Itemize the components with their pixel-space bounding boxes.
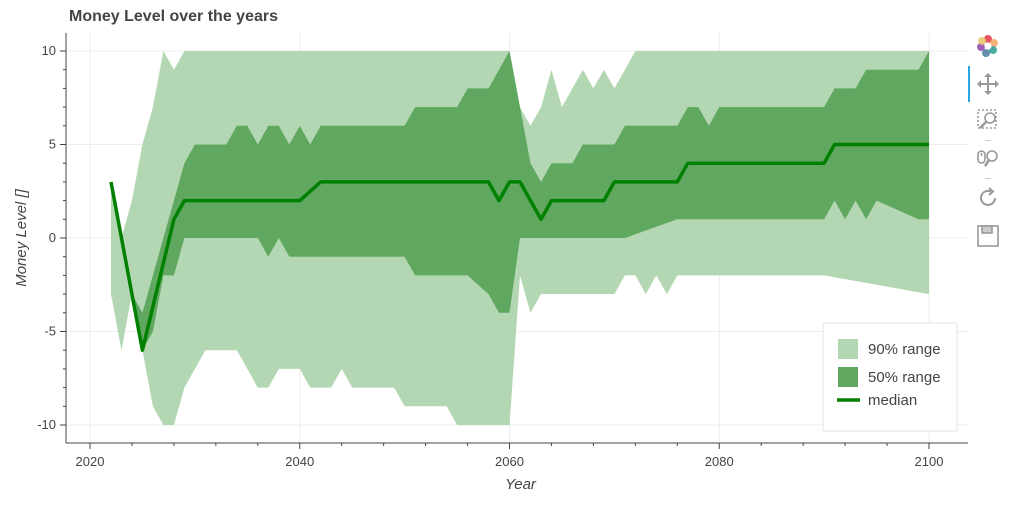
y-tick-label: -10 xyxy=(37,417,56,432)
x-tick-label: 2080 xyxy=(705,454,734,469)
legend-label: median xyxy=(868,392,917,409)
toolbar-separator xyxy=(985,140,991,141)
x-tick-label: 2100 xyxy=(915,454,944,469)
box-zoom-icon[interactable] xyxy=(974,106,1002,134)
y-tick-label: 10 xyxy=(42,43,56,58)
x-tick-label: 2040 xyxy=(285,454,314,469)
bokeh-logo-icon[interactable] xyxy=(974,32,1002,60)
plot-area[interactable]: -10 -5 0 5 10 2020 2040 2060 2080 2100 Year Money L… xyxy=(0,0,968,505)
wheel-zoom-icon[interactable] xyxy=(974,144,1002,172)
y-tick-label: -5 xyxy=(44,324,56,339)
reset-icon[interactable] xyxy=(974,184,1002,212)
band-50-range xyxy=(111,51,929,351)
axes: -10 -5 0 5 10 2020 2040 2060 2080 2100 Year Money L… xyxy=(13,33,968,493)
legend-swatch-50 xyxy=(838,367,858,387)
active-tool-indicator xyxy=(968,66,970,102)
toolbar xyxy=(968,30,1008,260)
y-tick-label: 5 xyxy=(49,137,56,152)
x-tick-label: 2020 xyxy=(76,454,105,469)
median-layer xyxy=(109,142,929,352)
save-icon[interactable] xyxy=(974,222,1002,250)
pan-icon[interactable] xyxy=(974,70,1002,98)
legend-label: 50% range xyxy=(868,369,941,386)
legend: 90% range 50% range median xyxy=(822,322,958,432)
bands xyxy=(111,51,929,425)
y-axis-title: Money Level [] xyxy=(13,188,30,286)
legend-label: 90% range xyxy=(868,341,941,358)
y-tick-label: 0 xyxy=(49,230,56,245)
median-line xyxy=(109,142,929,352)
x-axis-title: Year xyxy=(505,476,537,493)
toolbar-separator xyxy=(985,178,991,179)
legend-swatch-90 xyxy=(838,339,858,359)
chart-title: Money Level over the years xyxy=(69,8,278,25)
x-tick-label: 2060 xyxy=(495,454,524,469)
